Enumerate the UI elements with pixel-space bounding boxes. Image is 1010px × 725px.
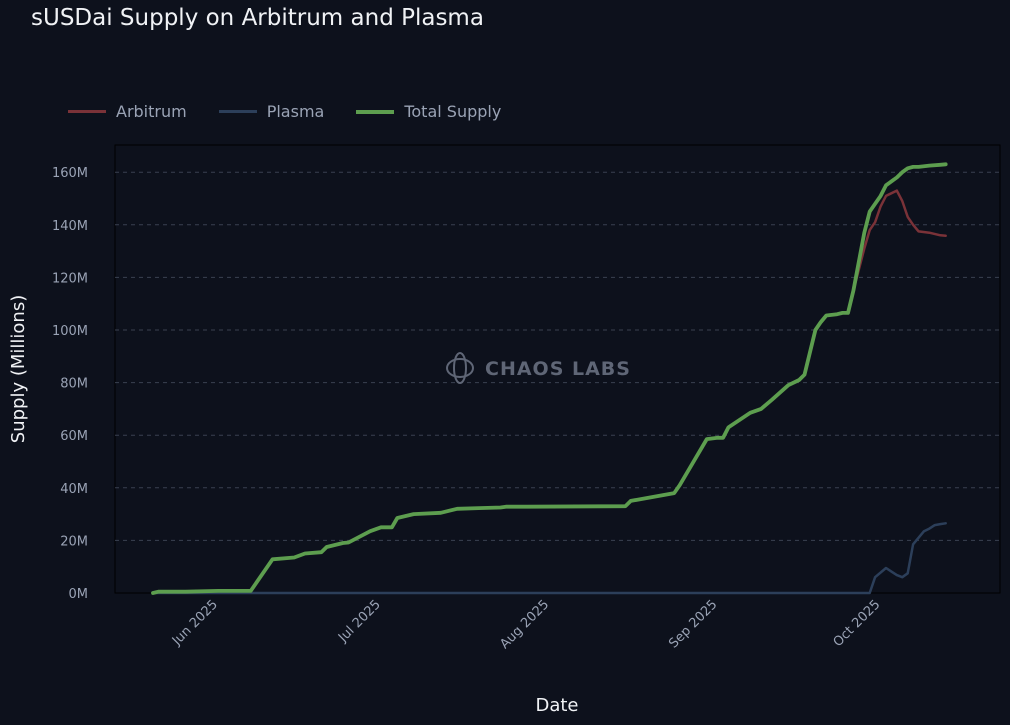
- legend-swatch-total-supply: [356, 109, 395, 114]
- y-tick-label: 80M: [60, 377, 88, 392]
- legend-label-plasma: Plasma: [266, 102, 325, 121]
- x-tick-label: Aug 2025: [497, 597, 552, 652]
- plot-frame: [114, 144, 1001, 594]
- y-tick-label: 140M: [52, 219, 88, 234]
- series-line-total-supply: [151, 162, 948, 595]
- legend-label-arbitrum: Arbitrum: [116, 102, 187, 121]
- y-tick-label: 20M: [60, 534, 88, 549]
- legend-label-total-supply: Total Supply: [404, 102, 502, 121]
- y-tick-label: 160M: [52, 166, 88, 181]
- y-axis-ticks: 0M 20M 40M 60M 80M 100M 120M 140M 160M: [52, 166, 88, 602]
- y-tick-label: 0M: [69, 587, 89, 602]
- y-tick-label: 120M: [52, 271, 88, 286]
- series-lines: [151, 162, 948, 595]
- legend-item-total-supply[interactable]: Total Supply: [356, 102, 501, 121]
- grid-lines: [115, 171, 1000, 541]
- legend-swatch-plasma: [218, 110, 257, 113]
- watermark: CHAOS LABS: [446, 352, 631, 384]
- x-tick-label: Jul 2025: [335, 597, 384, 646]
- y-tick-label: 60M: [60, 429, 88, 444]
- legend-swatch-arbitrum: [68, 110, 106, 113]
- x-axis-title: Date: [535, 695, 578, 716]
- x-tick-label: Jun 2025: [169, 597, 221, 649]
- legend-item-arbitrum[interactable]: Arbitrum: [68, 102, 187, 121]
- y-axis-title: Supply (Millions): [8, 295, 29, 443]
- y-tick-label: 40M: [60, 482, 88, 497]
- chaos-labs-logo-icon: [446, 352, 474, 384]
- x-tick-label: Sep 2025: [666, 597, 720, 651]
- series-line-plasma: [151, 522, 947, 595]
- legend: Arbitrum Plasma Total Supply: [68, 102, 533, 121]
- chart-title: sUSDai Supply on Arbitrum and Plasma: [31, 5, 484, 31]
- legend-item-plasma[interactable]: Plasma: [218, 102, 325, 121]
- x-tick-label: Oct 2025: [831, 597, 884, 650]
- watermark-text: CHAOS LABS: [485, 358, 631, 380]
- x-axis-ticks: Jun 2025 Jul 2025 Aug 2025 Sep 2025 Oct 2025: [169, 597, 883, 652]
- y-tick-label: 100M: [52, 324, 88, 339]
